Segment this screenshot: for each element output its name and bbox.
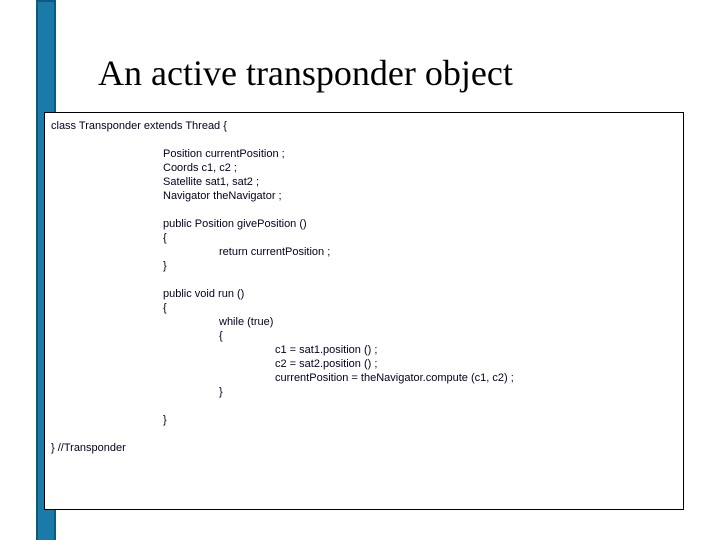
code-line: c2 = sat2.position () ;	[51, 357, 683, 371]
code-line: class Transponder extends Thread {	[51, 119, 683, 133]
code-line: Position currentPosition ;	[51, 147, 683, 161]
code-line: }	[51, 413, 683, 427]
code-line: {	[51, 301, 683, 315]
code-line: while (true)	[51, 315, 683, 329]
code-line: }	[51, 259, 683, 273]
code-line: return currentPosition ;	[51, 245, 683, 259]
code-line: public Position givePosition ()	[51, 217, 683, 231]
code-block: class Transponder extends Thread { Posit…	[44, 112, 684, 510]
code-line: {	[51, 329, 683, 343]
code-line: currentPosition = theNavigator.compute (…	[51, 371, 683, 385]
slide-title: An active transponder object	[98, 52, 513, 94]
code-line: c1 = sat1.position () ;	[51, 343, 683, 357]
code-line: public void run ()	[51, 287, 683, 301]
code-line: {	[51, 231, 683, 245]
code-line: Navigator theNavigator ;	[51, 189, 683, 203]
code-line: Coords c1, c2 ;	[51, 161, 683, 175]
code-line: Satellite sat1, sat2 ;	[51, 175, 683, 189]
code-line: } //Transponder	[51, 441, 683, 455]
code-line: }	[51, 385, 683, 399]
